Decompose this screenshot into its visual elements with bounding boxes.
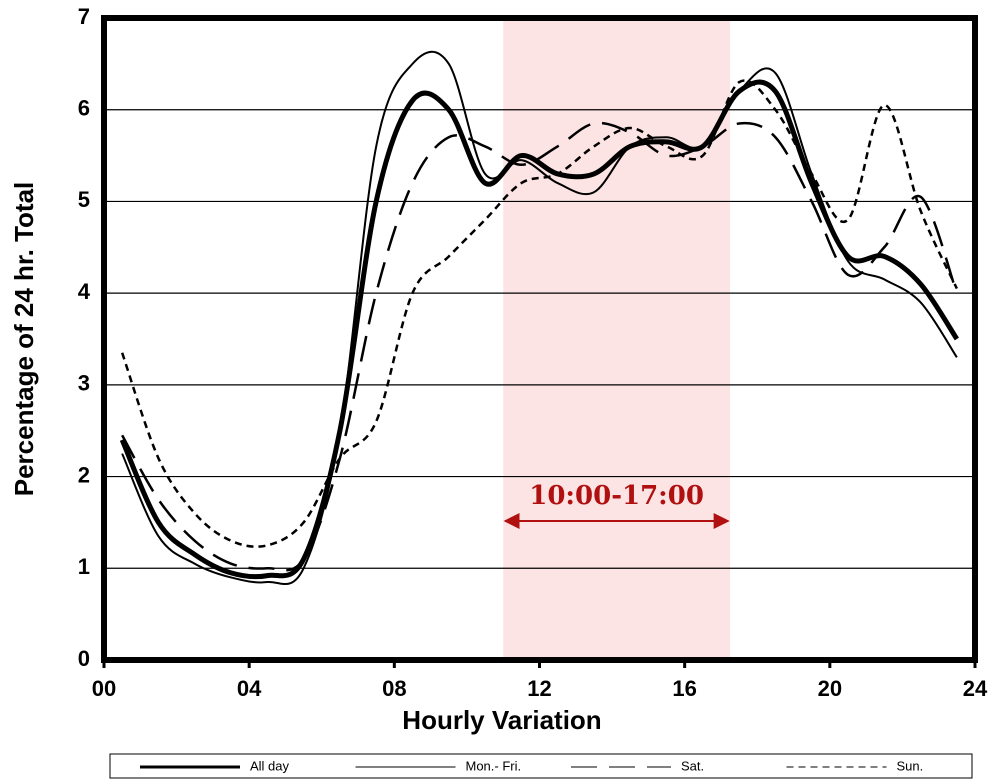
legend-box bbox=[109, 753, 973, 779]
y-tick-label: 7 bbox=[78, 4, 90, 29]
x-tick-label: 12 bbox=[527, 676, 551, 701]
x-tick-label: 16 bbox=[672, 676, 696, 701]
y-tick-label: 6 bbox=[78, 96, 90, 121]
x-tick-label: 08 bbox=[382, 676, 406, 701]
legend-label: Sun. bbox=[897, 758, 924, 773]
x-axis-title: Hourly Variation bbox=[402, 705, 601, 735]
legend-label: Sat. bbox=[681, 758, 704, 773]
y-tick-label: 3 bbox=[78, 371, 90, 396]
y-tick-label: 1 bbox=[78, 554, 90, 579]
y-tick-label: 0 bbox=[78, 646, 90, 671]
highlight-band bbox=[503, 18, 731, 660]
legend-label: All day bbox=[250, 758, 290, 773]
series-line bbox=[121, 121, 959, 572]
series-line bbox=[120, 79, 958, 548]
x-tick-label: 00 bbox=[92, 676, 116, 701]
x-tick-label: 04 bbox=[237, 676, 262, 701]
x-tick-label: 24 bbox=[963, 676, 988, 701]
x-tick-label: 20 bbox=[818, 676, 842, 701]
y-tick-label: 4 bbox=[78, 279, 91, 304]
y-tick-label: 2 bbox=[78, 462, 90, 487]
plot-frame bbox=[101, 15, 978, 663]
y-axis-title: Percentage of 24 hr. Total bbox=[9, 182, 39, 497]
plot-area bbox=[104, 17, 975, 661]
annotation-label: 10:00-17:00 bbox=[529, 481, 704, 511]
series-line bbox=[119, 79, 959, 580]
y-tick-label: 5 bbox=[78, 187, 90, 212]
legend-label: Mon.- Fri. bbox=[466, 758, 522, 773]
